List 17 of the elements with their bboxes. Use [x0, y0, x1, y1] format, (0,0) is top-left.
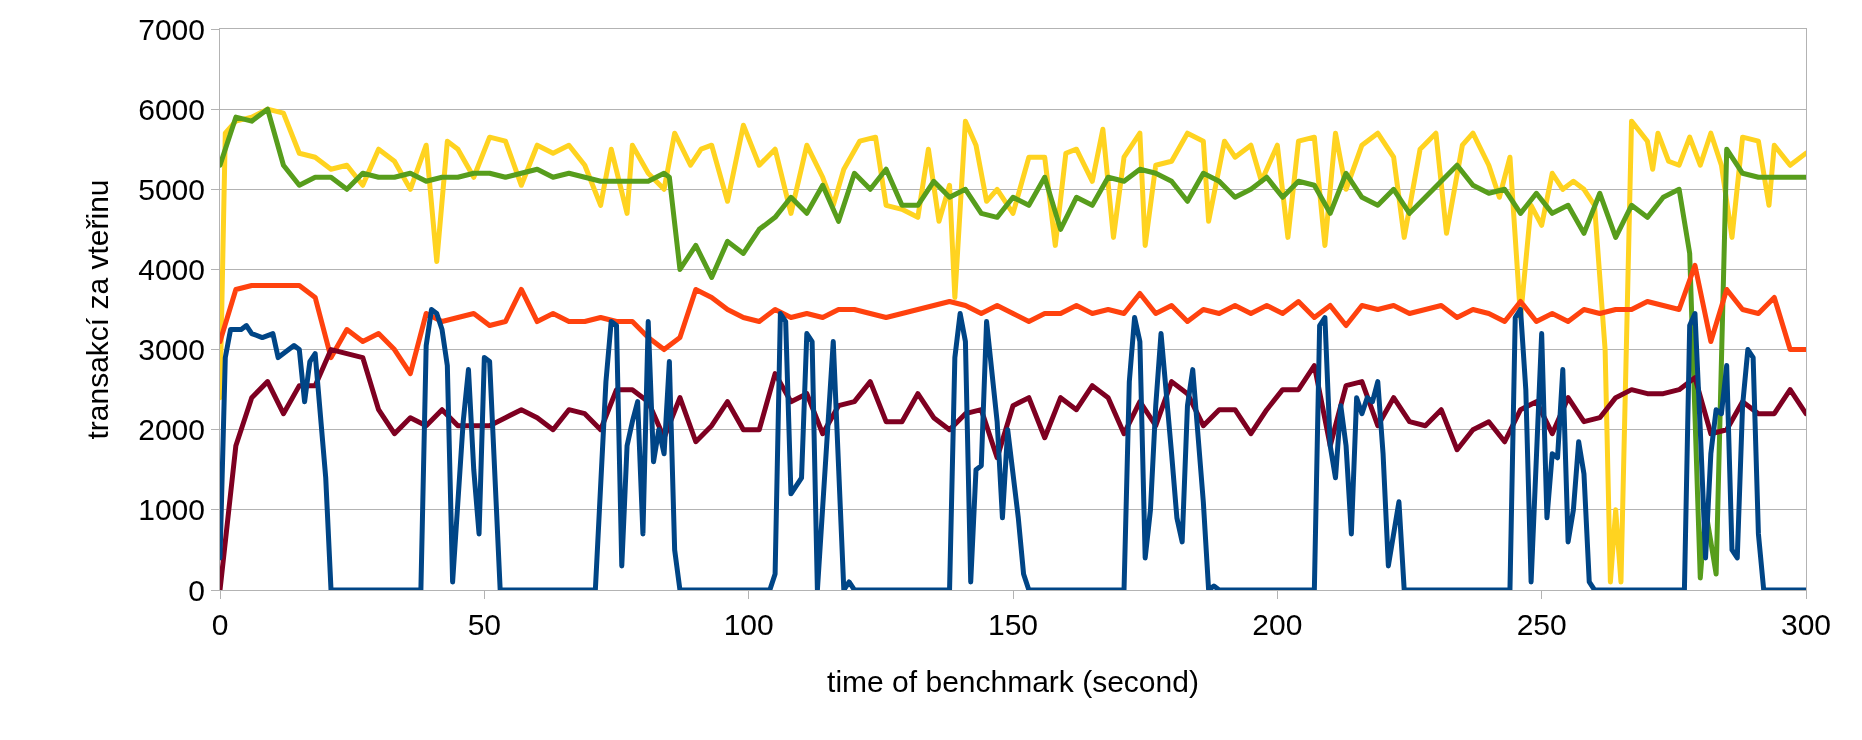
x-tick-label: 300	[1780, 608, 1832, 641]
x-tick-label: 200	[1252, 608, 1303, 641]
x-tick-label: 250	[1516, 608, 1567, 641]
y-tick-label: 7000	[138, 12, 205, 46]
y-tick-label: 5000	[138, 172, 205, 206]
y-tick-label: 6000	[138, 92, 205, 126]
x-tick-label: 50	[467, 608, 502, 641]
y-tick-label: 1000	[138, 493, 205, 527]
x-axis-title: time of benchmark (second)	[827, 664, 1199, 698]
y-tick-label: 2000	[138, 413, 205, 447]
y-tick-label: 3000	[138, 333, 205, 367]
y-tick-label: 0	[188, 573, 205, 607]
x-tick-label: 0	[211, 608, 229, 641]
y-axis-title: transakcí za vteřinu	[81, 179, 115, 440]
x-tick-label: 100	[723, 608, 774, 641]
x-tick-label: 150	[987, 608, 1039, 641]
y-tick-label: 4000	[138, 252, 205, 286]
